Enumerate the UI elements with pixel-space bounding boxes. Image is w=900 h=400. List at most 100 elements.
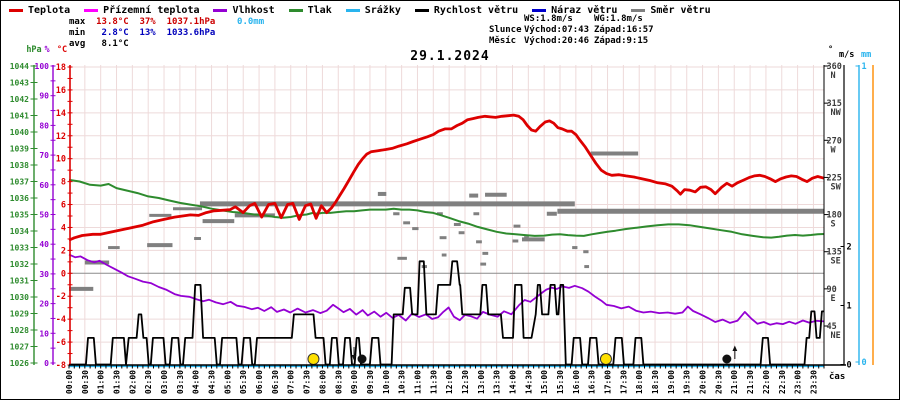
legend-dash-naraz-vetru — [532, 9, 547, 12]
wind-direction-tick-label: 270 — [827, 136, 842, 146]
temperature-tick-label: -6 — [56, 338, 66, 348]
legend-label-vlhkost: Vlhkost — [232, 5, 275, 16]
wind-direction-tick-label: 135 — [827, 248, 842, 258]
humidity-tick-label: 90 — [39, 92, 49, 101]
time-tick-label: 11:30 — [429, 370, 438, 394]
arrow-head — [351, 355, 357, 361]
stats-min-label: min — [69, 28, 86, 38]
legend-item-vlhkost: Vlhkost — [213, 5, 275, 16]
temperature-tick-label: 0 — [61, 269, 66, 279]
time-tick-label: 07:30 — [303, 370, 312, 394]
humidity-tick-label: 20 — [39, 300, 49, 309]
pressure-tick-label: 1037 — [10, 178, 29, 187]
legend-label-smer-vetru: Směr větru — [650, 5, 711, 16]
humidity-tick-label: 100 — [35, 62, 50, 71]
legend-label-prizemni-teplota: Přízemní teplota — [103, 5, 200, 16]
stats-avg-row: avg 8.1°C — [69, 39, 129, 50]
sunset-marker — [599, 353, 612, 365]
time-tick-label: 21:30 — [746, 370, 755, 394]
time-tick-label: 02:00 — [128, 370, 137, 394]
time-tick-label: 03:30 — [176, 370, 185, 394]
time-tick-label: 10:30 — [398, 370, 407, 394]
stats-max-pressure: 1037.1hPa — [166, 17, 216, 27]
temperature-tick-label: -4 — [56, 315, 66, 325]
legend-label-srazky: Srážky — [364, 5, 401, 16]
legend-label-rychlost-vetru: Rychlost větru — [433, 5, 519, 16]
pressure-tick-label: 1036 — [10, 194, 29, 203]
time-tick-label: 22:00 — [762, 370, 771, 394]
stats-min-humidity: 13% — [139, 28, 156, 38]
legend-dash-tlak — [288, 9, 303, 12]
wind-gust-stat: WG:1.8m/s — [594, 14, 643, 24]
temperature-line — [68, 113, 825, 242]
wind-direction-unit-label: ° — [828, 45, 833, 55]
temperature-tick-label: 6 — [61, 201, 66, 211]
pressure-tick-label: 1029 — [10, 310, 29, 319]
sun-label: Slunce — [489, 25, 522, 35]
time-tick-label: 09:00 — [350, 370, 359, 394]
legend-dash-rychlost-vetru — [414, 9, 429, 12]
time-tick-label: 10:00 — [382, 370, 391, 394]
wind-direction-name-label: SW — [831, 182, 842, 192]
temperature-tick-label: 8 — [61, 178, 66, 188]
legend-item-teplota: Teplota — [9, 5, 70, 16]
humidity-tick-label: 70 — [39, 151, 49, 160]
chart-title: 29.1.2024 — [410, 49, 490, 64]
pressure-unit-label: hPa — [26, 45, 41, 55]
pressure-tick-label: 1040 — [10, 128, 29, 137]
time-tick-label: 15:30 — [556, 370, 565, 394]
wind-direction-tick-label: 90 — [827, 285, 837, 295]
stats-max-label: max — [69, 17, 86, 27]
precip-tick-label: 0 — [862, 358, 867, 368]
wind-direction-tick-label: 315 — [827, 99, 842, 109]
wind-direction-name-label: W — [831, 145, 837, 155]
time-tick-label: 20:00 — [699, 370, 708, 394]
time-tick-label: 09:30 — [366, 370, 375, 394]
time-tick-label: 08:30 — [334, 370, 343, 394]
pressure-tick-label: 1030 — [10, 293, 29, 302]
humidity-tick-label: 60 — [39, 181, 49, 190]
wind-speed-unit-label: m/s — [839, 50, 854, 60]
time-tick-label: 14:00 — [508, 370, 517, 394]
stats-max-row: max 13.8°C 37% 1037.1hPa 0.0mm — [69, 17, 264, 28]
pressure-tick-label: 1031 — [10, 277, 29, 286]
temperature-tick-label: -8 — [56, 361, 66, 371]
humidity-tick-label: 50 — [39, 211, 49, 220]
legend-item-tlak: Tlak — [288, 5, 332, 16]
arrow-head — [732, 345, 738, 351]
stats-max-precip: 0.0mm — [237, 17, 265, 27]
time-tick-label: 01:00 — [97, 370, 106, 394]
stats-avg-label: avg — [69, 39, 86, 49]
temperature-tick-label: 10 — [56, 155, 66, 165]
sunrise-time: Východ:07:43 — [524, 25, 590, 35]
legend-dash-smer-vetru — [631, 9, 646, 12]
time-tick-label: 18:00 — [635, 370, 644, 394]
time-tick-label: 08:00 — [318, 370, 327, 394]
temperature-tick-label: 2 — [61, 246, 66, 256]
time-tick-label: 16:00 — [572, 370, 581, 394]
wind-direction-name-label: E — [831, 294, 836, 304]
pressure-tick-label: 1042 — [10, 95, 29, 104]
time-tick-label: 11:00 — [413, 370, 422, 394]
time-tick-label: 06:30 — [271, 370, 280, 394]
precip-tick-label: 1 — [862, 62, 867, 72]
pressure-tick-label: 1026 — [10, 359, 29, 368]
pressure-tick-label: 1028 — [10, 326, 29, 335]
pressure-tick-label: 1032 — [10, 260, 29, 269]
pressure-tick-label: 1039 — [10, 145, 29, 154]
legend-label-teplota: Teplota — [28, 5, 71, 16]
temperature-tick-label: 14 — [56, 109, 66, 119]
time-tick-label: 06:00 — [255, 370, 264, 394]
time-axis-title: čas — [829, 371, 845, 382]
temperature-tick-label: -2 — [56, 292, 66, 302]
pressure-tick-label: 1035 — [10, 211, 29, 220]
wind-direction-tick-label: 180 — [827, 211, 842, 221]
pressure-tick-label: 1027 — [10, 343, 29, 352]
wind-speed-tick-label: 0 — [847, 361, 852, 371]
temperature-tick-label: 4 — [61, 223, 66, 233]
wind-speed-stat: WS:1.8m/s — [524, 14, 573, 24]
time-tick-label: 05:30 — [239, 370, 248, 394]
humidity-tick-label: 10 — [39, 329, 49, 338]
